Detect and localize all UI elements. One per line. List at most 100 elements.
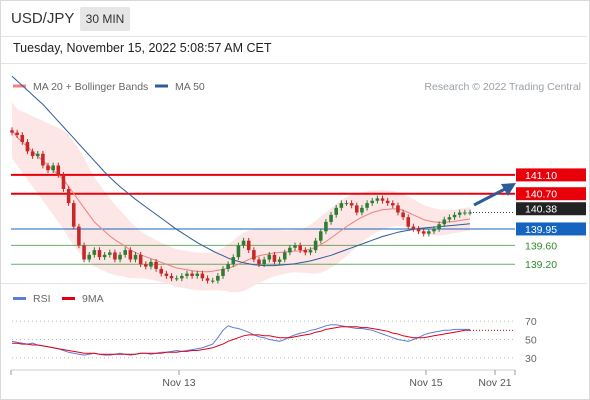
candle xyxy=(35,153,40,157)
candle xyxy=(447,217,452,220)
level-tag-140.38 xyxy=(516,202,586,216)
x-tick-label: Nov 15 xyxy=(409,377,442,389)
candle xyxy=(180,275,184,279)
forecast-arrow-shaft xyxy=(473,187,506,207)
level-label-139.20: 139.20 xyxy=(525,259,557,271)
candle xyxy=(113,252,117,260)
candle xyxy=(10,130,14,133)
rsi-tick-50: 50 xyxy=(525,335,537,347)
candle xyxy=(107,252,112,255)
forecast-arrow-head xyxy=(501,183,516,196)
candle xyxy=(406,217,411,227)
ma9-legend-label: 9MA xyxy=(82,293,104,305)
candle xyxy=(411,226,416,229)
candle xyxy=(391,203,395,206)
candle xyxy=(427,231,431,234)
candle xyxy=(452,214,457,218)
candle xyxy=(25,142,30,152)
candle xyxy=(329,214,333,222)
candle xyxy=(20,134,25,142)
candle xyxy=(15,132,19,135)
candle xyxy=(437,224,441,229)
candle xyxy=(144,264,148,267)
bollinger-band xyxy=(12,102,470,293)
candle xyxy=(380,198,385,201)
candle xyxy=(401,212,405,218)
credit-text: Research © 2022 Trading Central xyxy=(424,81,581,93)
candle xyxy=(51,165,55,171)
candle xyxy=(293,245,297,248)
level-label-141.10: 141.10 xyxy=(525,170,557,182)
candle xyxy=(133,254,138,260)
candle xyxy=(185,273,189,276)
rsi-legend-label: RSI xyxy=(33,293,51,305)
header-divider xyxy=(1,36,587,37)
level-tag-140.70 xyxy=(516,187,586,201)
candle xyxy=(385,200,390,204)
candle xyxy=(282,252,287,260)
timeframe-badge[interactable]: 30 MIN xyxy=(80,7,130,31)
level-label-139.95: 139.95 xyxy=(525,224,557,236)
candle xyxy=(241,240,246,246)
timestamp-divider xyxy=(1,63,587,64)
candle xyxy=(267,254,272,260)
candle xyxy=(360,207,364,213)
ma9-line xyxy=(12,326,470,355)
candle xyxy=(216,275,220,281)
candle xyxy=(349,203,354,206)
candle xyxy=(303,250,308,253)
level-tag-139.95 xyxy=(516,222,586,236)
timestamp: Tuesday, November 15, 2022 5:08:57 AM CE… xyxy=(13,41,272,55)
candle xyxy=(87,254,91,260)
ma9-legend-swatch xyxy=(62,297,75,300)
candle xyxy=(277,259,282,262)
candle xyxy=(154,261,158,269)
legend-swatch xyxy=(155,84,168,88)
candle xyxy=(416,228,421,232)
candle xyxy=(41,153,45,166)
level-tag-141.10 xyxy=(516,168,586,182)
symbol-label: USD/JPY xyxy=(11,10,75,27)
candle xyxy=(272,254,277,262)
candle xyxy=(164,273,169,276)
candle xyxy=(375,198,380,201)
candle xyxy=(339,203,344,208)
candle xyxy=(334,207,338,215)
candle xyxy=(313,240,318,251)
candle xyxy=(298,245,302,251)
x-tick-label: Nov 13 xyxy=(162,377,195,389)
candle xyxy=(46,165,50,171)
candle xyxy=(71,203,76,227)
candle xyxy=(221,268,225,276)
candle xyxy=(149,261,153,267)
candle xyxy=(457,212,462,215)
candle xyxy=(252,250,256,260)
candle xyxy=(128,250,133,260)
ma50-line xyxy=(11,75,471,267)
candle xyxy=(82,245,86,260)
candle xyxy=(231,257,236,265)
candle xyxy=(195,273,200,276)
legend-label: MA 20 + Bollinger Bands xyxy=(33,81,148,93)
candle xyxy=(200,273,205,279)
candle xyxy=(159,268,164,274)
level-label-140.70: 140.70 xyxy=(525,189,557,201)
candle xyxy=(257,259,261,265)
rsi-legend-swatch xyxy=(13,297,26,300)
ma20-line xyxy=(11,130,471,273)
candle xyxy=(77,226,81,246)
candle xyxy=(365,203,369,208)
chart-header: USD/JPY 30 MIN xyxy=(0,0,588,36)
candle xyxy=(396,205,400,213)
candle xyxy=(66,189,71,204)
panel-divider xyxy=(1,283,587,284)
candle xyxy=(118,254,122,260)
candle xyxy=(169,275,174,279)
candle xyxy=(210,280,215,282)
candle xyxy=(61,174,66,189)
x-tick-label: Nov 21 xyxy=(478,377,511,389)
candle xyxy=(138,254,143,265)
candle xyxy=(226,264,230,269)
candle xyxy=(324,221,328,232)
